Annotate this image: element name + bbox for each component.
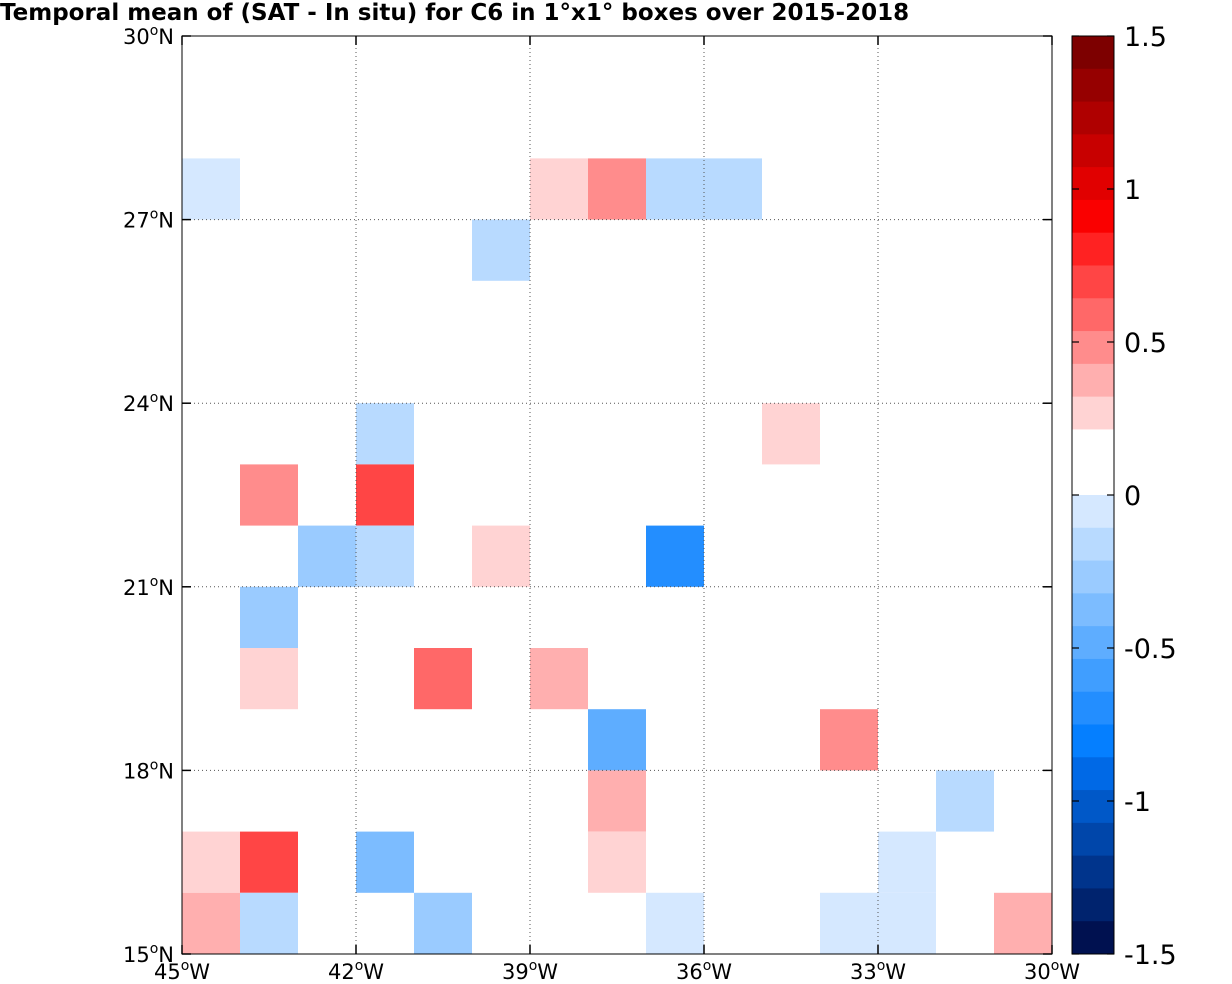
- colorbar-tick-label: -1: [1124, 787, 1151, 818]
- heatmap-cell: [936, 770, 994, 832]
- heatmap-cell: [704, 158, 762, 220]
- colorbar-segment: [1072, 757, 1114, 791]
- colorbar-tick-label: 0: [1124, 481, 1141, 512]
- colorbar-segment: [1072, 298, 1114, 332]
- y-tick-label: 27oN: [123, 207, 174, 233]
- x-tick-label: 33oW: [850, 958, 906, 984]
- colorbar-segment: [1072, 888, 1114, 922]
- x-tick-label: 36oW: [676, 958, 732, 984]
- heatmap-cell: [878, 892, 936, 954]
- x-tick-label: 30oW: [1024, 958, 1080, 984]
- heatmap-cell: [414, 648, 472, 710]
- heatmap-cell: [530, 648, 588, 710]
- heatmap-cell: [240, 586, 298, 648]
- colorbar-segment: [1072, 527, 1114, 562]
- colorbar-segment: [1072, 363, 1114, 398]
- colorbar-segment: [1072, 101, 1114, 135]
- colorbar-segment: [1072, 134, 1114, 168]
- heatmap-cell: [820, 709, 878, 771]
- colorbar-tick-label: 1: [1124, 175, 1141, 206]
- colorbar-tick-label: 0.5: [1124, 328, 1167, 359]
- heatmap-cell: [878, 831, 936, 893]
- colorbar-tick-label: 1.5: [1124, 22, 1167, 53]
- heatmap-cell: [356, 464, 414, 526]
- heatmap-cell: [588, 709, 646, 771]
- x-tick-labels: 45oW 42oW 39oW 36oW 33oW 30oW: [154, 958, 1080, 984]
- heatmap-cell: [356, 525, 414, 587]
- heatmap-cell: [472, 525, 530, 587]
- chart-title: Temporal mean of (SAT - In situ) for C6 …: [0, 0, 910, 26]
- colorbar-segment: [1072, 724, 1114, 758]
- colorbar-segment: [1072, 265, 1114, 299]
- y-tick-label: 21oN: [123, 574, 174, 600]
- y-tick-label: 30oN: [123, 23, 174, 49]
- colorbar-segment: [1072, 167, 1114, 201]
- heatmap-cell: [588, 770, 646, 832]
- colorbar-segment: [1072, 790, 1114, 824]
- colorbar-segment: [1072, 822, 1114, 857]
- colorbar-segment: [1072, 855, 1114, 889]
- heatmap-cell: [762, 403, 820, 465]
- heatmap-cell: [240, 892, 298, 954]
- colorbar-segment: [1072, 495, 1114, 529]
- heatmap-cell: [646, 158, 704, 220]
- heatmap-cell: [356, 831, 414, 893]
- heatmap-cell: [646, 892, 704, 954]
- y-tick-label: 18oN: [123, 757, 174, 783]
- heatmap-cell: [182, 158, 240, 220]
- heatmap-cell: [298, 525, 356, 587]
- colorbar-segment: [1072, 331, 1114, 365]
- heatmap-cells: [182, 158, 1052, 954]
- heatmap-cell: [646, 831, 704, 893]
- axis-ticks: [181, 35, 1053, 955]
- heatmap-cell: [472, 219, 530, 281]
- x-tick-label: 45oW: [154, 958, 210, 984]
- colorbar-segment: [1072, 396, 1114, 430]
- colorbar-segment: [1072, 232, 1114, 266]
- colorbar-segment: [1072, 560, 1114, 594]
- colorbar-segment: [1072, 36, 1114, 70]
- heatmap-cell: [820, 892, 878, 954]
- heatmap-cell: [182, 403, 240, 465]
- colorbar-tick-label: -1.5: [1124, 940, 1177, 971]
- colorbar-segment: [1072, 626, 1114, 660]
- heatmap-cell: [182, 831, 240, 893]
- y-tick-label: 24oN: [123, 390, 174, 416]
- heatmap-cell: [588, 831, 646, 893]
- colorbar-segment: [1072, 593, 1114, 627]
- heatmap-cell: [182, 892, 240, 954]
- heatmap-cell: [240, 648, 298, 710]
- y-tick-labels: 15oN 18oN 21oN 24oN 27oN 30oN: [123, 23, 174, 967]
- heatmap-cell: [530, 158, 588, 220]
- heatmap-cell: [240, 831, 298, 893]
- colorbar-segment: [1072, 691, 1114, 725]
- colorbar-segment: [1072, 68, 1114, 103]
- heatmap-cell: [646, 525, 704, 587]
- heatmap-cell: [356, 403, 414, 465]
- heatmap-cell: [240, 464, 298, 526]
- heatmap-cell: [414, 892, 472, 954]
- x-tick-label: 39oW: [502, 958, 558, 984]
- heatmap-cell: [994, 648, 1052, 710]
- grid-lines: [182, 36, 1052, 954]
- plot-frame: [181, 35, 1053, 955]
- colorbar-segment: [1072, 199, 1114, 234]
- y-tick-label: 15oN: [123, 941, 174, 967]
- colorbar-segment: [1072, 462, 1114, 496]
- x-tick-label: 42oW: [328, 958, 384, 984]
- colorbar-segment: [1072, 429, 1114, 463]
- colorbar-segment: [1072, 921, 1114, 955]
- colorbar: [1071, 35, 1115, 955]
- colorbar-tick-labels: 1.5 1 0.5 0 -0.5 -1 -1.5: [1124, 22, 1177, 971]
- colorbar-segment: [1072, 658, 1114, 693]
- colorbar-tick-label: -0.5: [1124, 634, 1177, 665]
- heatmap-cell: [994, 892, 1052, 954]
- heatmap-cell: [588, 158, 646, 220]
